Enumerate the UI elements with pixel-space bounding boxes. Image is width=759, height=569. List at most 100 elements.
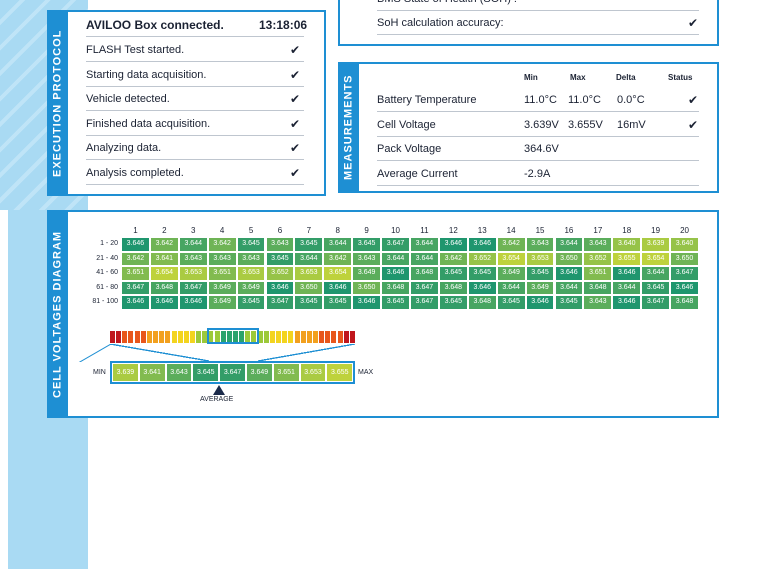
legend-segment (159, 331, 165, 343)
legend-segment (116, 331, 122, 343)
cell: 3.646 (438, 237, 468, 252)
header-time: 13:18:06 (259, 18, 308, 32)
cell: 3.651 (583, 266, 613, 281)
cell: 3.655 (612, 251, 642, 267)
cell: 3.645 (236, 295, 266, 310)
average-marker (213, 385, 225, 395)
column-header: 20 (680, 226, 689, 235)
cell: 3.644 (410, 251, 439, 267)
cell: 3.649 (207, 295, 237, 310)
legend-segment (349, 331, 355, 343)
step: Analysis completed. (86, 161, 304, 185)
cell: 3.642 (323, 251, 353, 267)
cell: 3.645 (525, 266, 555, 281)
cell: 3.642 (207, 237, 237, 252)
cell: 3.648 (381, 280, 410, 296)
legend-segment (245, 331, 251, 343)
cell: 3.649 (207, 280, 237, 296)
cell: 3.644 (381, 251, 410, 267)
cell: 3.646 (670, 280, 699, 296)
step: Analyzing data. (86, 136, 304, 161)
cell: 3.640 (612, 237, 642, 252)
column-header: 14 (506, 226, 516, 235)
legend-segment (312, 331, 318, 343)
column-header: 1 (133, 226, 138, 235)
scale-cell: 3.643 (165, 363, 193, 382)
cell: 3.648 (149, 280, 179, 296)
scale-cell: 3.649 (246, 363, 273, 382)
cell: 3.645 (265, 251, 295, 267)
check: ✔ (290, 166, 301, 180)
cell: 3.642 (121, 251, 150, 267)
cell: 3.646 (265, 280, 295, 296)
cell: 3.643 (207, 251, 237, 267)
step: Finished data acquisition. (86, 112, 304, 136)
legend-segment (337, 331, 343, 343)
max-label: MAX (358, 369, 374, 376)
cell: 3.645 (496, 295, 526, 310)
divider (86, 36, 304, 37)
cell: 3.653 (178, 266, 208, 281)
row-label: 61 - 80 (96, 283, 118, 291)
cell: 3.646 (149, 295, 179, 310)
legend-segment (171, 331, 177, 343)
average-label: AVERAGE (200, 396, 234, 403)
legend-segment (128, 331, 134, 343)
cell: 3.643 (352, 251, 382, 267)
legend-segment (306, 331, 312, 343)
check: ✔ (688, 117, 699, 132)
legend-segment (288, 331, 294, 343)
cell: 3.647 (265, 295, 295, 310)
cell: 3.648 (583, 280, 613, 296)
cell: 3.650 (352, 280, 382, 296)
cell: 3.643 (178, 251, 208, 267)
legend-segment (239, 331, 245, 343)
cell: 3.646 (467, 280, 497, 296)
legend-segment (257, 331, 263, 343)
check: ✔ (688, 16, 699, 30)
cell: 3.645 (467, 266, 497, 281)
column-header: 9 (364, 226, 369, 235)
legend-segment (153, 331, 159, 343)
cell: 3.642 (149, 237, 179, 252)
cell: 3.644 (641, 266, 671, 281)
column-header: 17 (593, 226, 603, 235)
cell: 3.650 (294, 280, 324, 296)
cell: 3.645 (554, 295, 584, 310)
zoom-box (110, 361, 355, 384)
cell: 3.645 (352, 237, 382, 252)
row-line: Pack Voltage (377, 137, 699, 161)
cell: 3.648 (670, 295, 699, 310)
column-header: Min (524, 73, 538, 82)
step: FLASH Test started. (86, 38, 304, 62)
cell: 3.644 (323, 237, 353, 252)
column-header: 15 (535, 226, 545, 235)
panel (338, 0, 719, 46)
cell: 3.648 (467, 295, 497, 310)
cell: 3.645 (294, 237, 324, 252)
row-label: 21 - 40 (96, 254, 118, 262)
cell: 3.646 (381, 266, 410, 281)
value: 364.6V (524, 143, 559, 155)
cell: 3.645 (323, 295, 353, 310)
cell: 3.641 (149, 251, 179, 267)
column-header: 12 (448, 226, 458, 235)
cell: 3.644 (554, 280, 584, 296)
legend-segment (220, 331, 226, 343)
cell: 3.646 (525, 295, 555, 310)
header-text: AVILOO Box connected. (86, 18, 224, 32)
cell: 3.646 (554, 266, 584, 281)
check: ✔ (290, 92, 301, 107)
cell: 3.646 (323, 280, 353, 296)
legend-segment (233, 331, 238, 343)
check: ✔ (290, 43, 301, 57)
cell: 3.647 (410, 295, 439, 310)
scale-cell: 3.641 (138, 363, 166, 382)
column-header: 16 (564, 226, 574, 235)
cell: 3.644 (178, 237, 208, 252)
value: 11.0°C (568, 94, 601, 106)
cell: 3.646 (467, 237, 497, 252)
cell: 3.645 (236, 237, 266, 252)
cell: 3.649 (525, 280, 555, 296)
